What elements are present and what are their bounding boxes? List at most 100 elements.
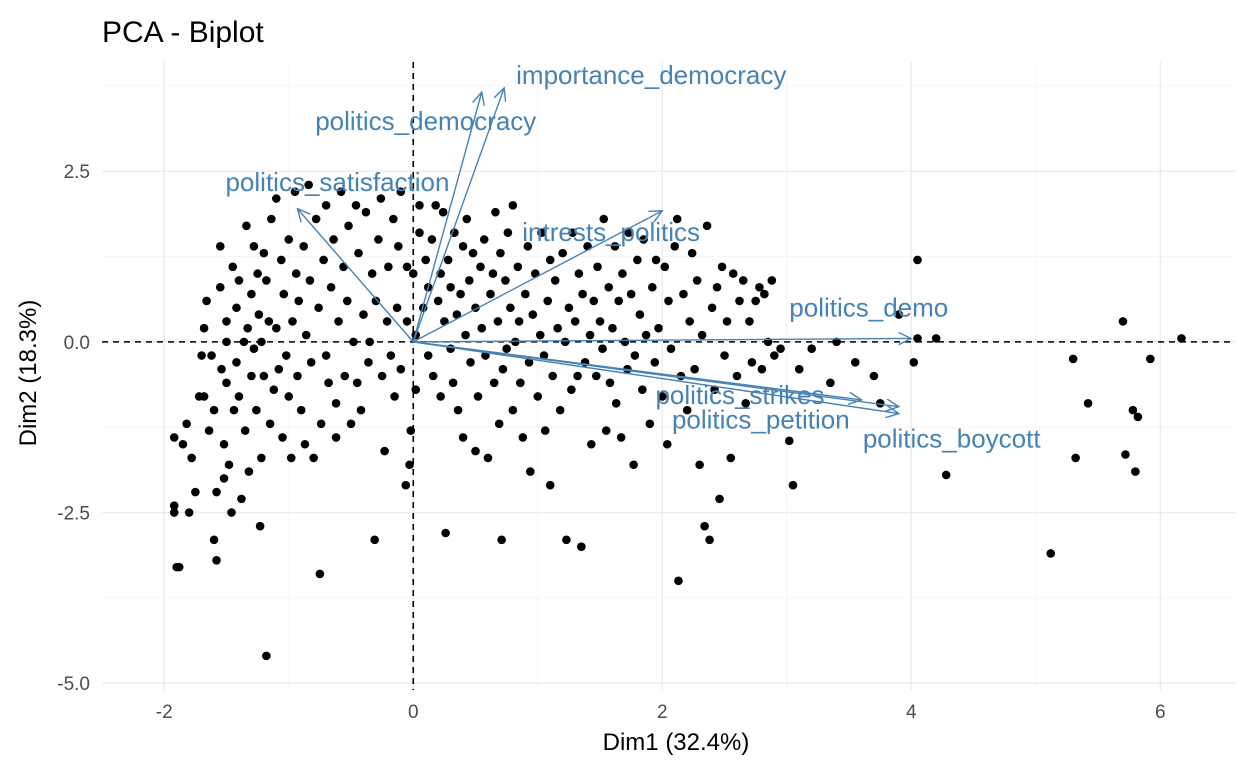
data-point	[589, 296, 599, 306]
data-point	[506, 303, 515, 313]
data-point	[626, 289, 636, 299]
loading-arrow-importance_democracy	[412, 87, 505, 343]
loading-label-politics_strikes: politics_strikes	[655, 380, 824, 410]
data-point	[687, 248, 697, 258]
data-point	[567, 385, 576, 394]
data-point	[587, 439, 596, 449]
data-point	[599, 214, 609, 224]
data-point	[319, 255, 328, 265]
data-point	[252, 405, 261, 415]
data-point	[234, 276, 244, 285]
loading-arrow-politics_satisfaction	[296, 208, 414, 343]
data-point	[257, 453, 266, 463]
data-point	[276, 255, 286, 265]
data-point	[570, 317, 580, 326]
data-point	[577, 542, 586, 551]
data-point	[209, 405, 219, 415]
data-point	[339, 262, 348, 272]
data-point	[638, 385, 647, 394]
data-point	[212, 487, 221, 497]
data-point	[700, 521, 709, 531]
data-point	[620, 337, 630, 347]
data-point	[468, 248, 478, 258]
data-point	[262, 651, 271, 661]
data-point	[473, 392, 483, 401]
data-point	[364, 358, 373, 367]
data-point	[466, 358, 475, 367]
data-point	[291, 269, 301, 278]
data-point	[284, 235, 294, 244]
data-point	[389, 214, 398, 224]
data-point	[443, 255, 453, 265]
data-point	[573, 371, 582, 381]
data-point	[448, 378, 458, 388]
data-point	[614, 296, 623, 306]
loading-arrow-politics_boycott	[413, 341, 899, 415]
data-point	[293, 371, 302, 381]
data-point	[524, 358, 534, 367]
axis-ticks: -2 0 2 4 6 -5.0 -2.5 0.0 2.5	[57, 162, 1165, 723]
data-point	[707, 303, 717, 313]
data-point	[540, 426, 550, 435]
data-point	[371, 296, 381, 306]
data-point	[215, 242, 225, 251]
data-point	[738, 276, 748, 285]
data-point	[578, 289, 587, 299]
loading-label-politics_satisfaction: politics_satisfaction	[225, 167, 449, 197]
data-point	[257, 337, 266, 347]
data-point	[695, 460, 704, 470]
data-point	[169, 433, 179, 442]
data-point	[396, 364, 406, 374]
data-point	[438, 207, 448, 217]
data-point	[593, 262, 602, 272]
data-point	[380, 446, 389, 456]
data-point	[715, 494, 724, 504]
arrow-head-politics_satisfaction	[296, 207, 311, 223]
data-point	[458, 433, 468, 442]
data-point	[458, 242, 468, 251]
data-point	[735, 296, 744, 306]
data-point	[342, 296, 352, 306]
data-point	[274, 364, 284, 374]
individual-points	[169, 180, 1186, 661]
data-point	[321, 351, 331, 360]
x-tick-label: 2	[657, 702, 668, 723]
y-tick-label: 2.5	[64, 162, 90, 183]
data-point	[269, 385, 279, 394]
data-point	[1177, 334, 1186, 343]
data-point	[741, 399, 750, 408]
data-point	[651, 255, 661, 265]
data-point	[272, 323, 281, 333]
data-point	[334, 317, 343, 326]
data-point	[909, 358, 919, 367]
data-point	[390, 392, 399, 401]
data-point	[178, 439, 188, 449]
data-point	[728, 269, 738, 278]
data-point	[401, 480, 411, 490]
data-point	[294, 296, 304, 306]
data-point	[660, 262, 670, 272]
data-point	[726, 453, 736, 463]
data-point	[253, 269, 262, 278]
data-point	[377, 371, 387, 381]
data-point	[491, 207, 500, 217]
data-point	[670, 242, 680, 251]
data-point	[405, 460, 414, 470]
data-point	[288, 317, 297, 326]
data-point	[174, 562, 184, 572]
data-point	[550, 276, 560, 285]
data-point	[352, 378, 362, 388]
data-point	[184, 508, 194, 517]
data-point	[539, 351, 549, 360]
data-point	[639, 235, 648, 244]
data-point	[456, 289, 465, 299]
data-point	[440, 317, 449, 326]
data-point	[608, 323, 617, 333]
data-point	[486, 289, 495, 299]
data-point	[776, 344, 785, 353]
x-tick-label: 0	[408, 702, 419, 723]
data-point	[555, 405, 565, 415]
data-point	[1046, 549, 1056, 558]
data-point	[272, 194, 281, 203]
